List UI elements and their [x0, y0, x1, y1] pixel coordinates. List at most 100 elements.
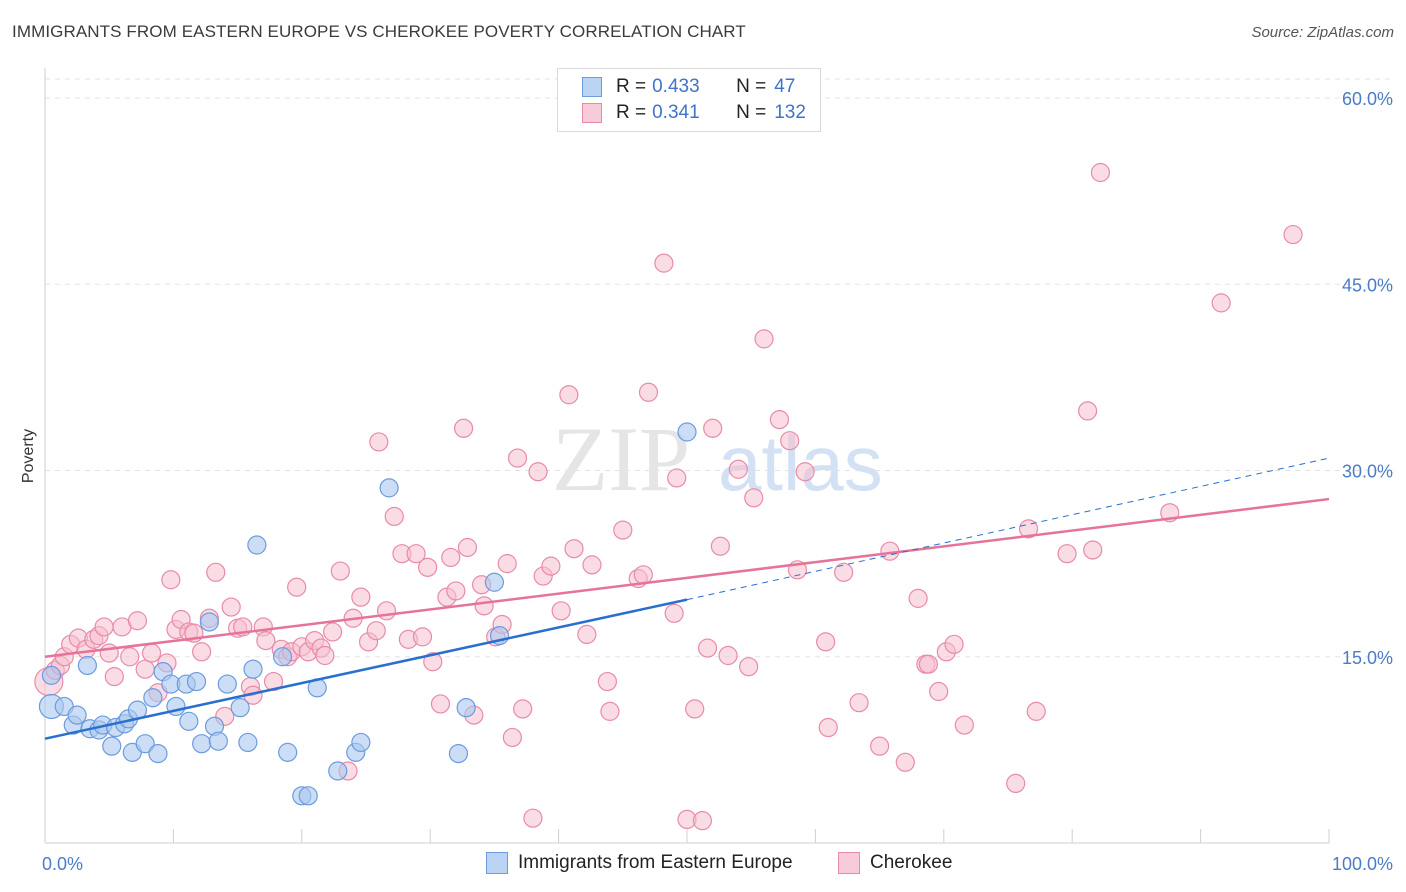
legend-swatch-pink — [582, 103, 602, 123]
trend-lines — [44, 457, 1330, 740]
source-label: Source: ZipAtlas.com — [1251, 24, 1394, 41]
cherokee-point — [430, 694, 451, 714]
cherokee-point — [507, 448, 528, 468]
bottom-legend-swatch-blue — [486, 852, 508, 874]
eastern-europe-point — [247, 535, 267, 555]
cherokee-point — [697, 638, 718, 658]
eastern-europe-point — [102, 736, 122, 756]
legend-row-eastern-europe: R = 0.433 N = 47 — [582, 75, 795, 99]
eastern-europe-point — [677, 422, 697, 442]
cherokee-point — [551, 601, 571, 621]
cherokee-point — [423, 652, 443, 672]
cherokee-point — [369, 432, 389, 452]
cherokee-point — [94, 617, 114, 637]
cherokee-point — [141, 643, 162, 663]
cherokee-point — [99, 643, 119, 663]
cherokee-point — [667, 468, 687, 488]
cherokee-point — [206, 562, 226, 582]
bottom-legend: Immigrants from Eastern Europe Cherokee — [0, 852, 1406, 878]
eastern-europe-point — [41, 665, 62, 685]
eastern-europe-point — [217, 674, 237, 694]
eastern-europe-point — [448, 743, 469, 764]
cherokee-point — [1083, 540, 1103, 560]
cherokee-point — [330, 561, 350, 581]
eastern-europe-point — [208, 731, 228, 751]
cherokee-point — [685, 699, 705, 719]
cherokee-point — [633, 565, 653, 585]
cherokee-point — [895, 752, 915, 772]
cherokee-point — [497, 554, 517, 574]
legend-box: R = 0.433 N = 47 R = 0.341 N = 132 — [557, 68, 821, 132]
chart-title: IMMIGRANTS FROM EASTERN EUROPE VS CHEROK… — [12, 22, 746, 41]
cherokee-point — [418, 557, 438, 577]
eastern-europe-point — [230, 698, 250, 718]
cherokee-point — [161, 570, 181, 590]
eastern-europe-point — [179, 711, 199, 731]
eastern-europe-point — [298, 786, 318, 806]
cherokee-point — [638, 382, 659, 402]
legend-row-cherokee: R = 0.341 N = 132 — [582, 101, 806, 125]
cherokee-point — [577, 624, 597, 645]
eastern-europe-point — [456, 698, 476, 718]
cherokee-point — [221, 597, 241, 617]
cherokee-point — [1026, 701, 1046, 721]
cherokee-point — [816, 632, 836, 652]
cherokee-point — [769, 409, 790, 430]
cherokee-point — [564, 539, 584, 559]
eastern-europe-point — [135, 734, 155, 754]
cherokee-point — [513, 699, 533, 719]
eastern-europe-point — [77, 655, 97, 676]
legend-n-label: N = — [736, 102, 767, 123]
cherokee-point — [654, 253, 674, 273]
cherokee-point — [739, 657, 759, 677]
x-tick-labels: 0.0% 100.0% — [42, 854, 1393, 874]
cherokee-point — [954, 715, 974, 735]
eastern-europe-point — [484, 572, 504, 592]
y-axis-label: Poverty — [20, 429, 37, 483]
eastern-europe-point — [143, 688, 163, 708]
eastern-europe-point — [192, 734, 212, 754]
cherokee-point — [664, 603, 684, 623]
legend-r-label: R = — [616, 76, 647, 97]
y-tick-label: 15.0% — [1342, 648, 1393, 668]
legend-swatch-blue — [582, 77, 602, 97]
cherokee-point — [1090, 162, 1111, 183]
bottom-legend-eastern-europe: Immigrants from Eastern Europe — [486, 852, 793, 874]
bottom-legend-cherokee: Cherokee — [838, 852, 952, 874]
cherokee-point — [127, 611, 148, 631]
cherokee-point — [135, 659, 155, 679]
cherokee-point — [559, 385, 579, 405]
cherokee-point — [446, 581, 466, 601]
eastern-europe-point — [272, 647, 293, 667]
cherokee-point — [541, 556, 561, 576]
eastern-europe-trend-line — [44, 598, 688, 740]
cherokee-point — [1211, 293, 1231, 313]
cherokee-point — [192, 642, 212, 662]
cherokee-point — [104, 667, 124, 687]
eastern-europe-point — [243, 659, 263, 679]
y-tick-labels: 15.0% 30.0% 45.0% 60.0% — [1342, 89, 1393, 668]
cherokee-trend-line — [44, 497, 1330, 658]
cherokee-point — [1283, 224, 1303, 245]
cherokee-point — [406, 544, 426, 564]
cherokee-point — [703, 418, 723, 438]
cherokee-point — [869, 736, 890, 756]
legend-r-value: 0.341 — [652, 102, 700, 123]
cherokee-point — [613, 520, 633, 540]
cherokee-point — [315, 645, 335, 666]
eastern-europe-point — [238, 732, 258, 753]
eastern-europe-point — [278, 742, 298, 762]
cherokee-point — [710, 536, 730, 556]
eastern-europe-point — [148, 743, 168, 764]
eastern-europe-point — [351, 732, 371, 753]
cherokee-point — [1057, 544, 1077, 564]
legend-r-value: 0.433 — [652, 76, 700, 97]
cherokee-point — [718, 645, 738, 666]
eastern-europe-point — [199, 612, 219, 632]
cherokee-point — [944, 634, 964, 654]
cherokee-point — [528, 462, 548, 482]
cherokee-point — [834, 562, 854, 582]
cherokee-point — [1078, 401, 1098, 421]
cherokee-point — [600, 701, 620, 721]
